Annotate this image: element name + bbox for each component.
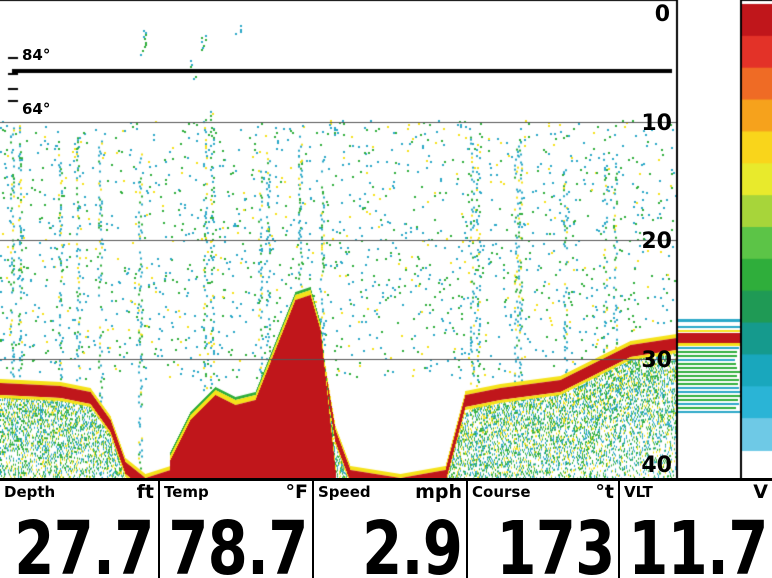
readout-temp: Temp °F 78.7 [158,481,312,578]
readout-unit: mph [415,481,462,503]
readout-value: 173 [495,506,615,578]
readout-unit: V [753,481,768,503]
readout-unit: ft [136,481,154,503]
readout-course: Course °t 173 [466,481,618,578]
readout-unit: °t [595,481,614,503]
readout-value: 27.7 [14,506,155,578]
readout-value: 11.7 [628,506,769,578]
depth-scale-label: 0 [654,2,670,27]
sonar-display[interactable] [0,0,772,478]
depth-scale-label: 20 [641,229,672,254]
readout-value: 78.7 [168,506,309,578]
temperature-mark-upper: 84° [22,46,51,64]
readout-unit: °F [285,481,308,503]
readout-label: Speed [318,483,371,501]
temperature-mark-lower: 64° [22,100,51,118]
readout-depth: Depth ft 27.7 [0,481,158,578]
depth-scale-label: 10 [641,111,672,136]
readout-label: VLT [624,483,653,501]
readout-label: Temp [164,483,209,501]
depth-scale-label: 40 [641,453,672,478]
digital-readout-panel: Depth ft 27.7 Temp °F 78.7 Speed mph 2.9… [0,478,772,578]
readout-value: 2.9 [362,506,463,578]
readout-label: Depth [4,483,56,501]
readout-vlt: VLT V 11.7 [618,481,772,578]
readout-speed: Speed mph 2.9 [312,481,466,578]
readout-label: Course [472,483,531,501]
depth-scale-label: 30 [641,348,672,373]
